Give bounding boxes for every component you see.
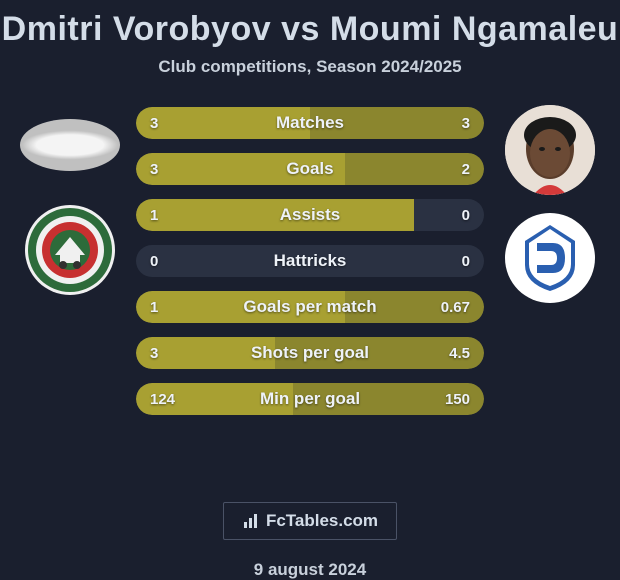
player-right-face-icon xyxy=(505,105,595,195)
subtitle: Club competitions, Season 2024/2025 xyxy=(158,57,461,77)
stat-row: 3 4.5 Shots per goal xyxy=(136,337,484,369)
stat-label: Shots per goal xyxy=(251,343,369,363)
stat-row: 1 0.67 Goals per match xyxy=(136,291,484,323)
lokomotiv-badge-icon xyxy=(25,205,115,295)
main-area: 3 3 Matches 3 2 Goals 1 0 Assists 0 0 Hattricks 1 0.6… xyxy=(0,105,620,482)
stat-value-left: 3 xyxy=(150,115,158,132)
stat-label: Hattricks xyxy=(274,251,347,271)
stat-value-right: 150 xyxy=(445,391,470,408)
brand-badge[interactable]: FcTables.com xyxy=(223,502,397,540)
stats-column: 3 3 Matches 3 2 Goals 1 0 Assists 0 0 Hattricks 1 0.6… xyxy=(120,105,500,482)
comparison-card: Dmitri Vorobyov vs Moumi Ngamaleu Club c… xyxy=(0,0,620,580)
stat-value-left: 0 xyxy=(150,253,158,270)
stat-value-right: 4.5 xyxy=(449,345,470,362)
brand-text: FcTables.com xyxy=(266,511,378,531)
dynamo-badge-icon xyxy=(505,213,595,303)
player-left-avatar xyxy=(20,119,120,171)
chart-icon xyxy=(242,512,260,530)
left-player-column xyxy=(20,105,120,482)
stat-value-right: 0 xyxy=(462,207,470,224)
stat-value-left: 124 xyxy=(150,391,175,408)
player-right-avatar xyxy=(505,105,595,195)
stat-label: Goals xyxy=(286,159,333,179)
stat-value-left: 1 xyxy=(150,207,158,224)
stat-row: 3 2 Goals xyxy=(136,153,484,185)
stat-label: Goals per match xyxy=(243,297,376,317)
stat-row: 124 150 Min per goal xyxy=(136,383,484,415)
stat-bar-left xyxy=(136,199,414,231)
stat-value-left: 3 xyxy=(150,345,158,362)
page-title: Dmitri Vorobyov vs Moumi Ngamaleu xyxy=(2,10,619,49)
stat-row: 0 0 Hattricks xyxy=(136,245,484,277)
footer-date: 9 august 2024 xyxy=(254,560,366,580)
stat-label: Min per goal xyxy=(260,389,360,409)
stat-value-right: 2 xyxy=(462,161,470,178)
player-right-club-badge xyxy=(505,213,595,303)
stat-label: Assists xyxy=(280,205,340,225)
stat-row: 3 3 Matches xyxy=(136,107,484,139)
right-player-column xyxy=(500,105,600,482)
stat-row: 1 0 Assists xyxy=(136,199,484,231)
stat-label: Matches xyxy=(276,113,344,133)
stat-value-left: 1 xyxy=(150,299,158,316)
player-left-club-badge xyxy=(25,205,115,295)
stat-value-right: 0.67 xyxy=(441,299,470,316)
stat-value-right: 0 xyxy=(462,253,470,270)
stat-value-left: 3 xyxy=(150,161,158,178)
stat-value-right: 3 xyxy=(462,115,470,132)
